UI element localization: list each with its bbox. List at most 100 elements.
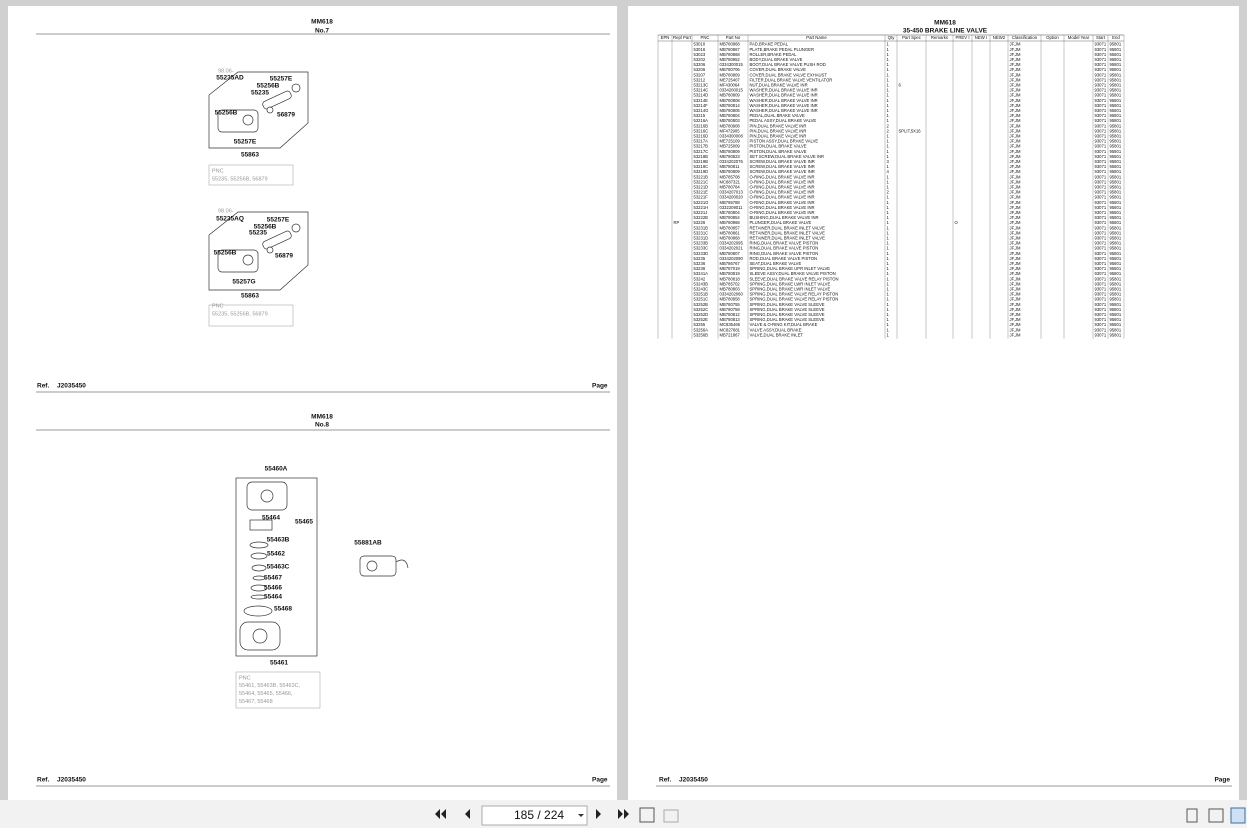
table-cell: RETAINER,DUAL BRAKE INLET VALVE	[750, 225, 826, 230]
table-cell: 1	[887, 332, 890, 337]
table-cell: JF,JM	[1010, 82, 1021, 87]
table-cell: 0334300015	[720, 62, 744, 67]
table-cell: 1	[887, 47, 890, 52]
table-cell: 53217C	[694, 149, 709, 154]
table-cell: JF,JM	[1010, 286, 1021, 291]
table-cell: 93071	[1095, 281, 1107, 286]
table-cell: 95801	[1110, 108, 1122, 113]
table-cell: 53235	[694, 256, 706, 261]
table-cell: 95801	[1110, 246, 1122, 251]
callout-label: 55256B	[257, 83, 280, 90]
table-cell: 95801	[1110, 210, 1122, 215]
table-cell: BOOT,DUAL BRAKE VALVE PUSH ROD	[750, 62, 826, 67]
table-cell: JF,JM	[1010, 128, 1021, 133]
diagram-no8	[235, 477, 409, 657]
callout-label: 55235AD	[216, 75, 244, 82]
table-cell: 95801	[1110, 169, 1122, 174]
table-cell: 53231D	[694, 235, 709, 240]
pnc-caption: PNC	[212, 303, 224, 309]
table-cell: 1	[887, 225, 890, 230]
table-cell: 95801	[1110, 179, 1122, 184]
callout-label: 55257E	[270, 76, 293, 83]
table-cell: MB780819	[720, 271, 741, 276]
table-cell: 93071	[1095, 149, 1107, 154]
table-cell: 1	[887, 52, 890, 57]
table-cell: JF,JM	[1010, 52, 1021, 57]
table-cell: 53256B	[694, 332, 709, 337]
table-cell: 1	[887, 113, 890, 118]
table-cell: MC835466	[720, 322, 741, 327]
table-cell: 1	[887, 77, 890, 82]
table-cell: VALVE & O-RING KIT,DUAL BRAKE	[750, 322, 818, 327]
table-cell: JF,JM	[1010, 184, 1021, 189]
table-cell: 3	[887, 159, 890, 164]
table-cell: JF,JM	[1010, 302, 1021, 307]
table-cell: 53212	[694, 77, 706, 82]
table-cell: 53216C	[694, 128, 709, 133]
table-cell: 6	[899, 82, 902, 87]
fit-button[interactable]	[639, 807, 655, 823]
table-cell: 93071	[1095, 42, 1107, 47]
table-cell: SEAT,DUAL BRAKE VALVE	[750, 261, 802, 266]
table-cell: 95801	[1110, 327, 1122, 332]
two-page-view[interactable]	[1230, 807, 1246, 824]
table-cell: 1	[887, 118, 890, 123]
table-cell: 0334200020	[720, 195, 744, 200]
footer-page: Page	[1214, 777, 1230, 784]
table-cell: ME780804	[720, 210, 741, 215]
table-cell: JF,JM	[1010, 164, 1021, 169]
column-header: EPN	[661, 35, 670, 40]
table-cell: RETAINER,DUAL BRAKE INLET VALVE	[750, 235, 826, 240]
footer-ref: Ref.	[37, 777, 49, 784]
table-cell: 1	[887, 149, 890, 154]
table-cell: SPRING,DUAL BRAKE VALVE RELAY PISTON	[750, 297, 839, 302]
callout-label: 55468	[274, 606, 292, 613]
table-cell: 2	[887, 190, 890, 195]
table-cell: 93071	[1095, 88, 1107, 93]
table-cell: 95801	[1110, 164, 1122, 169]
table-cell: 95801	[1110, 144, 1122, 149]
table-cell: MB780809	[720, 149, 741, 154]
table-cell: 95801	[1110, 292, 1122, 297]
table-cell: MB780758	[720, 307, 741, 312]
table-cell: 53023	[694, 52, 706, 57]
table-cell: 95801	[1110, 57, 1122, 62]
single-page-view[interactable]	[1186, 808, 1198, 823]
table-cell: 53221D	[694, 184, 709, 189]
callout-label: 55462	[267, 551, 285, 558]
continuous-view[interactable]	[1208, 808, 1224, 823]
table-cell: SPRING,DUAL BRAKE VALVE SLEEVE	[750, 302, 825, 307]
table-cell: 1	[887, 266, 890, 271]
table-cell: 95801	[1110, 88, 1122, 93]
pnc-caption: PNC	[239, 675, 251, 681]
table-cell: 53213C	[694, 82, 709, 87]
table-cell: RP	[674, 220, 680, 225]
table-cell: 95801	[1110, 82, 1122, 87]
table-cell: 1	[887, 215, 890, 220]
table-cell: 93071	[1095, 271, 1107, 276]
callout-label: 55257E	[267, 217, 290, 224]
table-cell: 1	[887, 62, 890, 67]
table-cell: 53252B	[694, 302, 709, 307]
table-cell: 93071	[1095, 164, 1107, 169]
table-cell: 1	[887, 246, 890, 251]
table-cell: MB780958	[720, 297, 741, 302]
table-cell: JF,JM	[1010, 149, 1021, 154]
table-cell: 95801	[1110, 271, 1122, 276]
table-cell: MB780868	[720, 42, 741, 47]
table-cell: JF,JM	[1010, 108, 1021, 113]
footer-page: Page	[592, 777, 608, 784]
table-cell: JF,JM	[1010, 276, 1021, 281]
rotate-button[interactable]	[663, 809, 679, 823]
table-cell: 53207	[694, 72, 706, 77]
table-cell: 1	[887, 327, 890, 332]
table-cell: O-RING,DUAL BRAKE VALVE INR	[750, 205, 815, 210]
table-cell: 1	[887, 235, 890, 240]
table-cell: JF,JM	[1010, 88, 1021, 93]
table-cell: 95801	[1110, 317, 1122, 322]
table-cell: SPRING,DUAL BRAKE LWR INLET VALVE	[750, 281, 831, 286]
page-input[interactable]	[481, 805, 588, 826]
table-cell: 93071	[1095, 195, 1107, 200]
page-dropdown[interactable]	[578, 814, 584, 817]
table-cell: 95801	[1110, 276, 1122, 281]
